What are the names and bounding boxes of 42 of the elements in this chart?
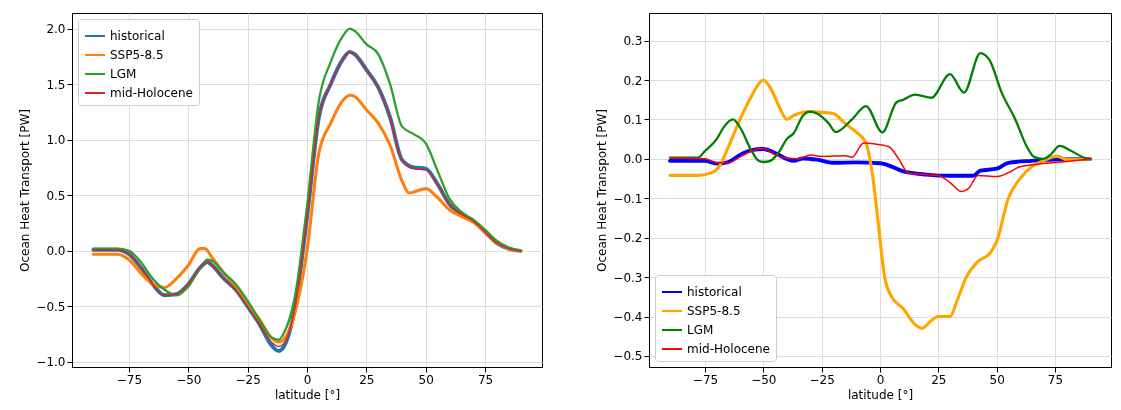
x-axis-title: latitude [°] [847, 387, 914, 402]
y-tick-label: 0.5 [46, 188, 66, 203]
y-tick-label: −0.4 [613, 310, 643, 325]
legend-label: SSP5-8.5 [687, 304, 741, 318]
legend-label: historical [110, 29, 165, 43]
x-tick-label: −50 [751, 372, 777, 387]
y-axis-title: Ocean Heat Transport [PW] [595, 108, 610, 273]
x-tick-label: 0 [876, 372, 885, 387]
y-tick-label: 2.0 [46, 22, 66, 37]
x-tick-label: 50 [418, 372, 434, 387]
y-tick-label: 0.0 [46, 244, 66, 259]
y-axis-title: Ocean Heat Transport [PW] [18, 108, 33, 273]
x-tick-label: 0 [303, 372, 312, 387]
y-tick-label: −0.5 [613, 349, 643, 364]
y-tick-label: −0.2 [613, 231, 643, 246]
legend-label: LGM [110, 67, 137, 81]
x-tick-label: −25 [809, 372, 835, 387]
y-tick-label: −1.0 [36, 355, 66, 370]
y-tick-label: 0.1 [623, 112, 643, 127]
x-tick-label: 75 [477, 372, 494, 387]
legend-label: SSP5-8.5 [110, 48, 164, 62]
legend-label: mid-Holocene [110, 86, 193, 100]
x-tick-label: −75 [692, 372, 719, 387]
x-axis-title: latitude [°] [274, 387, 341, 402]
x-tick-label: 50 [989, 372, 1005, 387]
legend-label: LGM [687, 323, 714, 337]
x-tick-label: −25 [235, 372, 261, 387]
y-tick-label: 1.5 [46, 77, 66, 92]
legend-label: mid-Holocene [687, 342, 770, 356]
x-tick-label: 75 [1047, 372, 1064, 387]
x-tick-label: 25 [359, 372, 375, 387]
y-tick-label: −0.1 [613, 191, 643, 206]
y-tick-label: −0.3 [613, 270, 643, 285]
legend-label: historical [687, 285, 742, 299]
y-tick-label: 0.3 [623, 34, 643, 49]
x-tick-label: 25 [931, 372, 947, 387]
x-tick-label: −50 [176, 372, 202, 387]
y-tick-label: 0.2 [623, 73, 643, 88]
y-tick-label: 1.0 [46, 133, 66, 148]
x-tick-label: −75 [116, 372, 143, 387]
y-tick-label: 0.0 [623, 152, 643, 167]
y-tick-label: −0.5 [36, 299, 66, 314]
